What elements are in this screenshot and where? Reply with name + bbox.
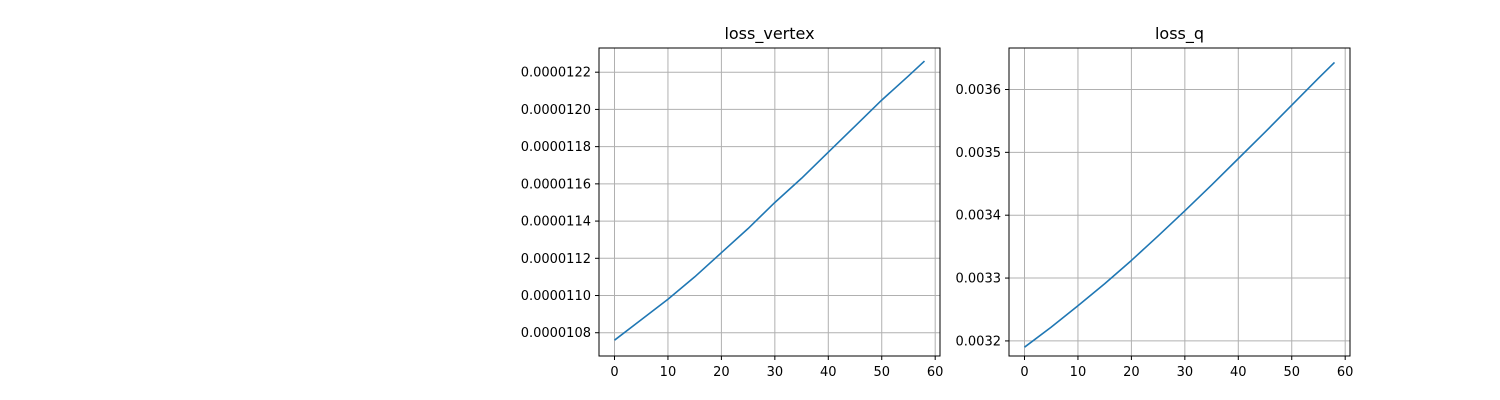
x-tick-label: 60	[1337, 365, 1354, 380]
y-tick-label: 0.0000108	[521, 326, 591, 341]
chart-loss-vertex: 0 10 20 30 40 50 60 0.0000108 0.0000110 0.0000112…	[521, 24, 944, 380]
plot-frame	[598, 47, 941, 357]
chart-title: loss_vertex	[724, 24, 814, 44]
y-tick-label: 0.0033	[956, 272, 1002, 287]
x-tick-label: 20	[713, 365, 730, 380]
x-tick-label: 50	[1283, 365, 1300, 380]
series-line	[614, 60, 926, 341]
y-tick-label: 0.0000112	[521, 252, 591, 267]
x-tick-label: 60	[927, 365, 944, 380]
y-tick-label: 0.0000116	[521, 177, 591, 192]
x-tick-label: 30	[767, 365, 784, 380]
x-tick-label: 40	[820, 365, 837, 380]
y-tick-label: 0.0000118	[521, 140, 591, 155]
y-tick-label: 0.0032	[956, 334, 1002, 349]
y-tick-label: 0.0000114	[521, 215, 591, 230]
y-tick-label: 0.0000122	[521, 66, 591, 81]
x-tick-label: 40	[1230, 365, 1247, 380]
chart-title: loss_q	[1155, 24, 1204, 44]
x-tick-label: 30	[1177, 365, 1194, 380]
series-line	[1024, 61, 1336, 348]
y-tick-label: 0.0000120	[521, 103, 591, 118]
plot-frame	[1008, 47, 1351, 357]
x-tick-label: 10	[660, 365, 677, 380]
y-tick-label: 0.0034	[956, 209, 1002, 224]
y-tick-label: 0.0035	[956, 146, 1002, 161]
x-tick-label: 0	[1020, 365, 1028, 380]
x-tick-label: 50	[873, 365, 890, 380]
x-tick-label: 20	[1123, 365, 1140, 380]
chart-loss-q: 0 10 20 30 40 50 60 0.0032 0.0033 0.0034 0.0035 0.0…	[956, 24, 1354, 380]
x-tick-label: 0	[610, 365, 618, 380]
y-tick-label: 0.0036	[956, 83, 1002, 98]
y-tick-label: 0.0000110	[521, 289, 591, 304]
x-tick-label: 10	[1070, 365, 1087, 380]
